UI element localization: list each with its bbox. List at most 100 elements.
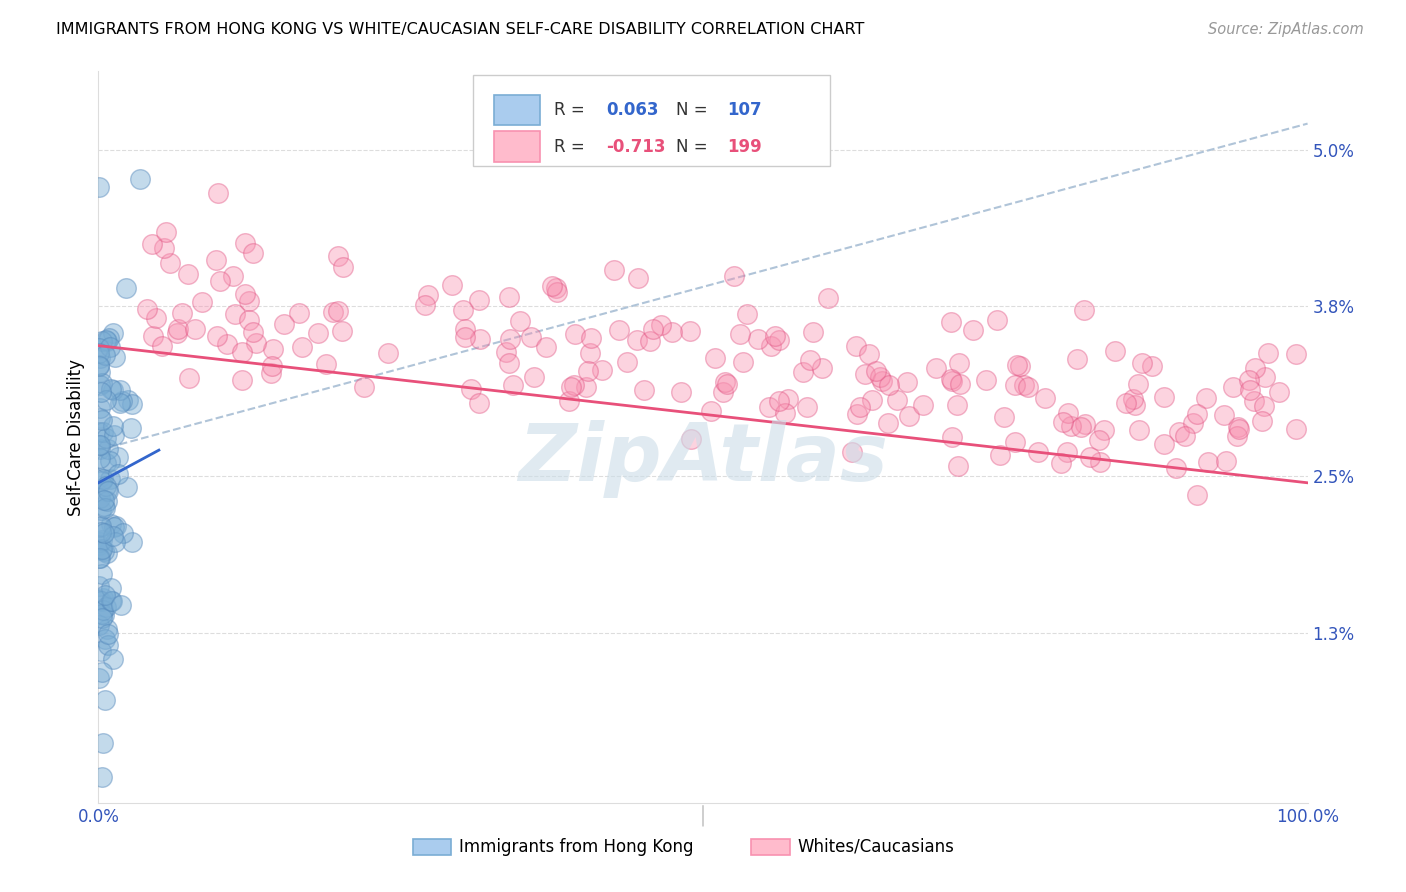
Point [97,638,120,652]
Point [1153,436,1175,450]
Point [454,322,477,336]
Point [100,594,122,608]
Point [90,541,112,556]
Point [562,378,585,392]
Point [233,235,256,250]
Point [89,410,111,425]
Point [1004,435,1026,450]
Point [121,397,143,411]
Point [776,392,799,406]
Point [792,365,814,379]
Point [353,380,375,394]
Point [773,406,796,420]
Point [1164,460,1187,475]
Point [167,321,190,335]
Point [101,418,124,433]
Point [110,598,132,612]
Point [1285,347,1308,361]
Point [103,428,125,442]
Point [94,500,117,515]
Point [817,292,839,306]
Point [101,529,124,543]
Point [205,253,228,268]
Point [1104,343,1126,358]
Point [1087,433,1109,447]
Point [208,274,231,288]
Point [711,385,734,400]
Point [89,425,111,439]
Point [1140,359,1163,373]
Point [946,458,969,473]
Point [96,494,118,508]
Point [679,324,702,338]
Point [231,344,253,359]
Point [731,355,754,369]
Point [104,519,127,533]
Point [1226,428,1249,442]
Point [94,632,117,647]
Point [925,361,948,376]
Point [877,377,900,392]
Point [993,409,1015,424]
Point [153,241,176,255]
Point [1008,359,1031,373]
Point [872,374,894,388]
Point [627,271,650,285]
Point [858,347,880,361]
Point [495,344,517,359]
Point [877,416,900,430]
Point [107,450,129,465]
Point [93,493,115,508]
Text: 0.063: 0.063 [606,101,659,120]
Point [108,383,131,397]
Point [546,285,568,300]
Point [184,322,207,336]
Point [87,438,110,452]
Point [87,471,110,485]
Point [810,361,832,376]
Point [1123,398,1146,412]
Point [962,323,984,337]
Point [90,566,112,581]
Point [96,622,118,636]
Point [104,350,127,364]
Point [207,186,229,201]
Point [315,358,337,372]
Point [467,396,489,410]
Point [97,627,120,641]
Point [869,370,891,384]
Point [93,526,115,541]
Point [1126,376,1149,391]
Point [1185,487,1208,501]
Point [986,312,1008,326]
Point [1092,423,1115,437]
Point [93,499,115,513]
Point [231,373,253,387]
Point [94,456,117,470]
Point [114,281,136,295]
Point [616,355,638,369]
Point [89,534,111,549]
Point [89,365,111,379]
Point [758,400,780,414]
Point [155,225,177,239]
Point [90,524,112,539]
Point [235,286,257,301]
Point [633,383,655,397]
Point [91,413,114,427]
Bar [494,95,540,126]
Point [1088,455,1111,469]
Point [1215,454,1237,468]
Text: IMMIGRANTS FROM HONG KONG VS WHITE/CAUCASIAN SELF-CARE DISABILITY CORRELATION CH: IMMIGRANTS FROM HONG KONG VS WHITE/CAUCA… [56,22,865,37]
Point [607,323,630,337]
Point [1182,416,1205,430]
Point [242,245,264,260]
Point [96,545,118,559]
Text: N =: N = [676,101,713,120]
Point [273,318,295,332]
Point [159,256,181,270]
Point [603,262,626,277]
Point [860,392,883,407]
Point [191,295,214,310]
Point [90,770,112,784]
